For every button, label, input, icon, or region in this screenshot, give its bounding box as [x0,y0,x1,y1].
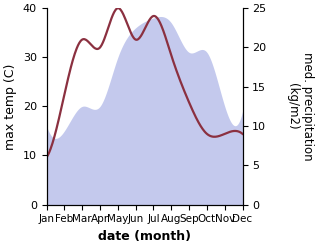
Y-axis label: med. precipitation
(kg/m2): med. precipitation (kg/m2) [286,52,314,161]
X-axis label: date (month): date (month) [98,230,191,243]
Y-axis label: max temp (C): max temp (C) [4,63,17,149]
